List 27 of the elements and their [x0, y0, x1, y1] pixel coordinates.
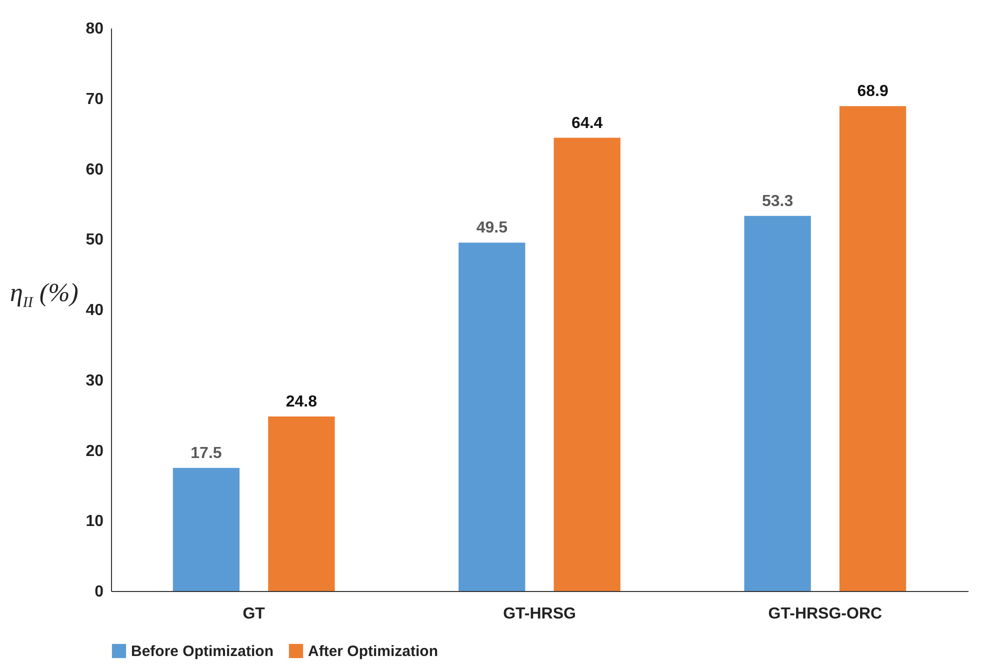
x-tick-label: GT [242, 606, 266, 622]
bar [744, 216, 811, 591]
y-tick-label: 0 [94, 584, 104, 600]
x-tick-label: GT-HRSG-ORC [768, 606, 882, 622]
y-tick-label: 80 [86, 20, 104, 38]
data-label: 53.3 [762, 192, 794, 210]
bar [458, 242, 526, 591]
y-tick-label: 10 [86, 513, 104, 530]
y-tick-label: 70 [86, 90, 104, 108]
legend-label: After Optimization [308, 643, 438, 660]
x-tick-label: GT-HRSG [503, 606, 576, 622]
data-label: 68.9 [857, 83, 888, 100]
bar [268, 416, 335, 591]
data-label: 17.5 [190, 444, 222, 462]
y-tick-label: 50 [86, 232, 104, 249]
bar [839, 106, 906, 591]
y-tick-label: 40 [86, 302, 104, 319]
data-label: 49.5 [476, 220, 508, 237]
data-label: 64.4 [572, 114, 603, 132]
y-tick-label: 30 [86, 372, 104, 390]
bar [554, 138, 620, 591]
y-tick-label: 60 [86, 161, 104, 178]
data-label: 24.8 [286, 393, 318, 410]
legend-label: Before Optimization [131, 643, 274, 660]
bar [172, 468, 240, 591]
y-axis-title: η$_{II}$ (%) [10, 278, 78, 312]
y-tick-label: 20 [86, 442, 104, 460]
